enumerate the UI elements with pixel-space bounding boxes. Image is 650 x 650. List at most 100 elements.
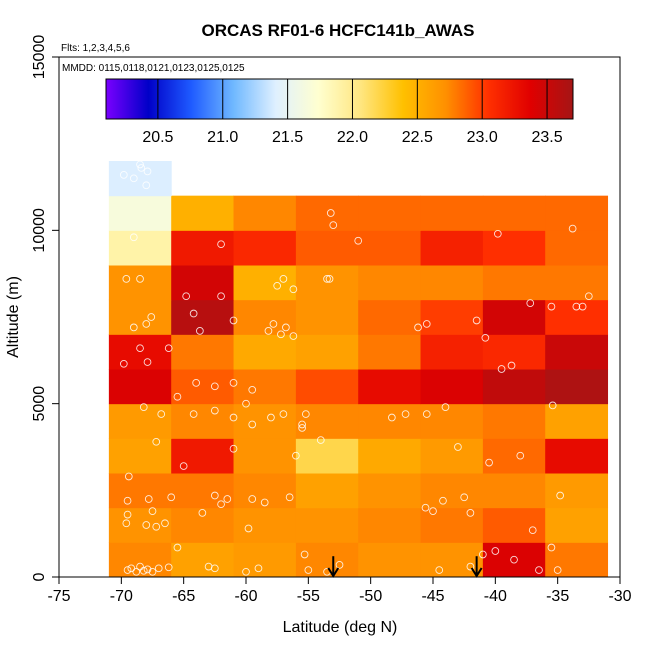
heatmap-cell [420, 299, 484, 335]
observation-point [454, 443, 462, 451]
observation-point [298, 420, 306, 429]
observation-point [316, 436, 325, 444]
observation-point [124, 472, 133, 481]
observation-point [142, 181, 151, 190]
observation-point [210, 382, 219, 391]
colorbar-gradient [105, 78, 574, 120]
observation-point [229, 413, 238, 422]
heatmap-cell [545, 507, 609, 543]
heatmap-cell [358, 438, 422, 474]
x-tick-label: -40 [484, 588, 507, 605]
observation-point [510, 555, 518, 564]
heatmap-cell [108, 403, 172, 439]
observation-point [248, 495, 257, 503]
observation-point [161, 519, 169, 528]
heatmap-cell [482, 195, 546, 231]
observation-point [217, 240, 225, 249]
heatmap-cell [108, 230, 172, 266]
heatmap-cell [233, 369, 297, 405]
observation-point [547, 543, 556, 552]
observation-point [329, 221, 338, 229]
heatmap-cell [295, 334, 359, 370]
observation-point [267, 413, 275, 422]
plot-frame [58, 56, 621, 578]
heatmap-cell [233, 473, 297, 509]
observation-point [323, 275, 331, 283]
observation-point [173, 543, 182, 552]
observation-point [325, 275, 334, 283]
colorbar-tick-label: 21.0 [207, 129, 238, 146]
observation-point [354, 236, 363, 245]
heatmap-cell [545, 542, 609, 578]
observation-point [210, 406, 219, 415]
observation-point [223, 495, 232, 503]
heatmap-cell [420, 438, 484, 474]
x-tick-label: -50 [359, 588, 382, 605]
heatmap-cell [233, 230, 297, 266]
heatmap-cell [545, 265, 609, 301]
x-tick-label: -70 [110, 588, 133, 605]
heatmap-cell [233, 299, 297, 335]
heatmap-cell [108, 195, 172, 231]
observation-point [123, 510, 132, 519]
colorbar-tick-label: 22.0 [337, 129, 368, 146]
heatmap-cell [358, 507, 422, 543]
observation-point [388, 413, 396, 422]
y-axis-label: Altitude (m) [5, 276, 22, 358]
observation-point [572, 302, 581, 311]
heatmap-cell [171, 403, 235, 439]
observation-point [248, 385, 257, 394]
heatmap-cell [295, 299, 359, 335]
heatmap-cell [233, 542, 297, 578]
heatmap-cell [358, 334, 422, 370]
chart-title: ORCAS RF01-6 HCFC141b_AWAS [201, 21, 474, 40]
observation-point [491, 547, 500, 555]
heatmap-cell [482, 507, 546, 543]
colorbar-tick-label: 23.5 [531, 129, 562, 146]
heatmap-cell [545, 438, 609, 474]
x-tick-label: -55 [297, 588, 320, 605]
colorbar-tick-label: 20.5 [142, 129, 173, 146]
observation-point [143, 167, 152, 176]
observation-point [277, 330, 285, 339]
heatmap-cell [233, 195, 297, 231]
heatmap-cell [108, 161, 172, 197]
observation-point [189, 309, 198, 318]
observation-point [479, 550, 487, 559]
heatmap-cell [482, 369, 546, 405]
observation-point [429, 507, 437, 515]
observation-point [139, 403, 148, 411]
heatmap-cell [171, 230, 235, 266]
x-tick-label: -35 [546, 588, 569, 605]
observation-point [244, 524, 253, 533]
heatmap-cell [545, 299, 609, 335]
observation-point [535, 566, 543, 574]
observation-point [210, 491, 219, 500]
heatmap-cell [420, 195, 484, 231]
observation-point [154, 564, 163, 573]
observation-point [584, 292, 593, 301]
observation-point [516, 451, 525, 460]
profile-arrows [327, 556, 483, 578]
observation-point [136, 344, 144, 353]
observation-point [435, 566, 444, 574]
observation-point [300, 550, 309, 559]
heatmap-cell [420, 507, 484, 543]
observation-point [422, 410, 431, 418]
observation-point [123, 566, 132, 574]
heatmap-cell [358, 369, 422, 405]
observation-point [422, 320, 431, 328]
heatmap-cell [482, 265, 546, 301]
observation-point [547, 302, 556, 311]
observation-point [568, 224, 577, 233]
observation-point [493, 229, 502, 238]
observation-point [466, 562, 475, 571]
observation-point [148, 507, 157, 515]
observation-point [148, 567, 157, 576]
heatmap-cell [545, 195, 609, 231]
observation-point [507, 361, 516, 370]
observation-point [164, 563, 173, 572]
heatmap-cell [171, 507, 235, 543]
heatmap-cell [482, 230, 546, 266]
heatmap-cell [358, 230, 422, 266]
